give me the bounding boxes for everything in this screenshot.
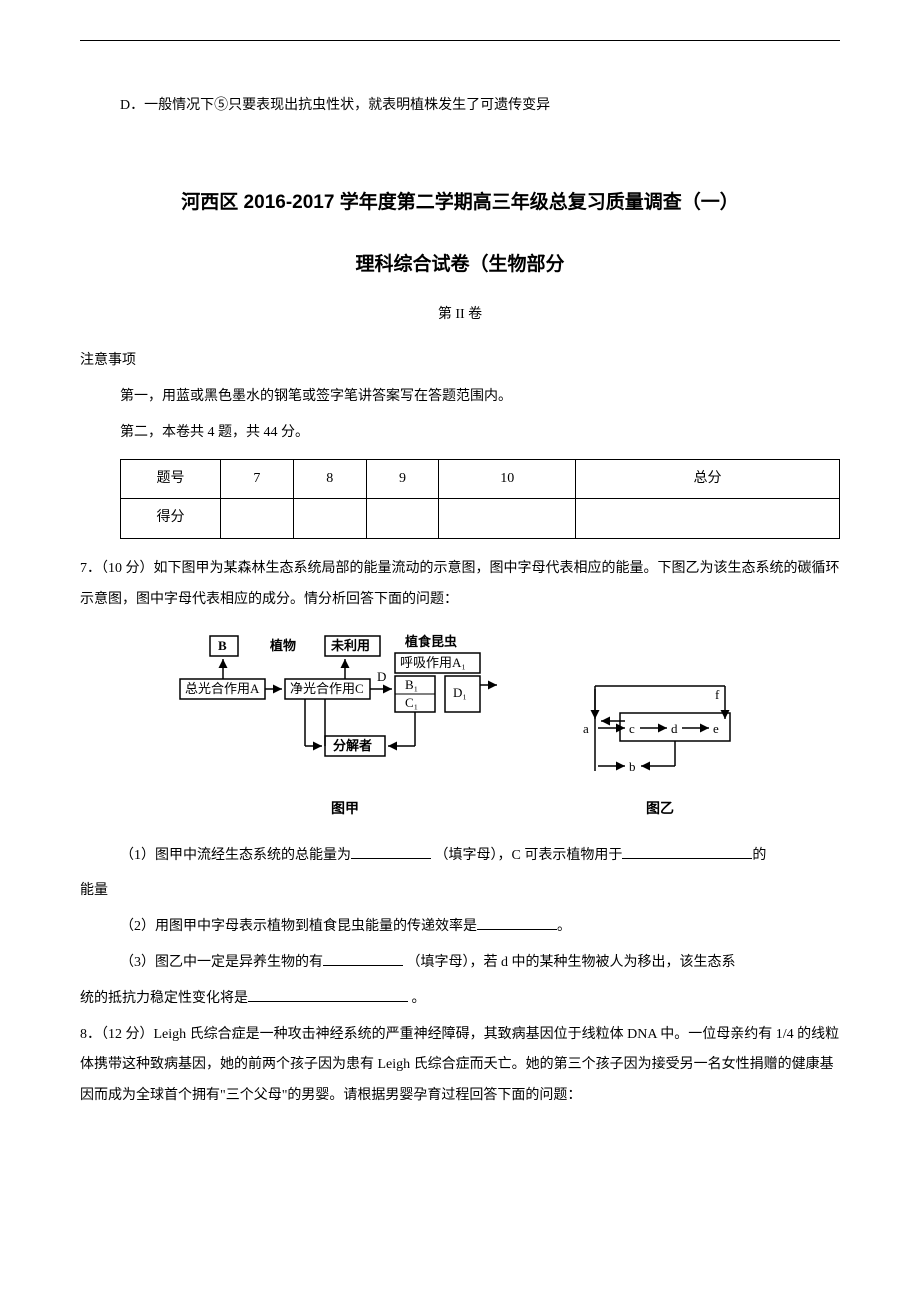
figure-jia: B 植物 未利用 植食昆虫 呼吸作用A₁ 总光合作用A 净光合作用C B₁ C₁ <box>175 631 515 826</box>
figure-jia-caption: 图甲 <box>331 795 359 826</box>
svg-text:f: f <box>715 687 720 702</box>
volume-label: 第 II 卷 <box>80 300 840 331</box>
table-cell: 7 <box>221 459 294 499</box>
q7-sub3: （3）图乙中一定是异养生物的有 （填字母），若 d 中的某种生物被人为移出，该生… <box>120 948 840 979</box>
page-title-main: 河西区 2016-2017 学年度第二学期高三年级总复习质量调查（一） <box>80 182 840 224</box>
notice-heading: 注意事项 <box>80 346 840 377</box>
svg-text:c: c <box>629 721 635 736</box>
text: （填字母），C 可表示植物用于 <box>435 848 623 863</box>
svg-text:呼吸作用A₁: 呼吸作用A₁ <box>400 655 466 670</box>
svg-text:分解者: 分解者 <box>333 738 372 753</box>
svg-text:未利用: 未利用 <box>330 638 370 653</box>
blank <box>622 845 752 859</box>
figure-yi-caption: 图乙 <box>646 795 674 826</box>
table-cell: 总分 <box>575 459 839 499</box>
table-cell: 10 <box>439 459 576 499</box>
option-d: D．一般情况下⑤只要表现出抗虫性状，就表明植株发生了可遗传变异 <box>120 91 840 122</box>
text: 。 <box>557 919 571 934</box>
table-cell <box>439 499 576 539</box>
blank <box>248 988 408 1002</box>
table-row: 得分 <box>121 499 840 539</box>
table-cell <box>293 499 366 539</box>
text: （填字母），若 d 中的某种生物被人为移出，该生态系 <box>407 955 736 970</box>
text: （2）用图甲中字母表示植物到植食昆虫能量的传递效率是 <box>120 919 477 934</box>
figures-row: B 植物 未利用 植食昆虫 呼吸作用A₁ 总光合作用A 净光合作用C B₁ C₁ <box>80 631 840 826</box>
blank <box>351 845 431 859</box>
table-row: 题号 7 8 9 10 总分 <box>121 459 840 499</box>
notice-line-2: 第二，本卷共 4 题，共 44 分。 <box>120 418 840 449</box>
svg-text:净光合作用C: 净光合作用C <box>290 681 364 696</box>
figure-yi: a f c d e b 图乙 <box>575 671 745 826</box>
notice-line-1: 第一，用蓝或黑色墨水的钢笔或签字笔讲答案写在答题范围内。 <box>120 382 840 413</box>
diagram-jia: B 植物 未利用 植食昆虫 呼吸作用A₁ 总光合作用A 净光合作用C B₁ C₁ <box>175 631 515 791</box>
score-table: 题号 7 8 9 10 总分 得分 <box>120 459 840 540</box>
svg-text:总光合作用A: 总光合作用A <box>185 681 260 696</box>
svg-text:d: d <box>671 721 678 736</box>
blank <box>477 916 557 930</box>
table-cell: 9 <box>366 459 439 499</box>
table-cell: 题号 <box>121 459 221 499</box>
table-cell: 8 <box>293 459 366 499</box>
page-title-sub: 理科综合试卷（生物部分 <box>80 244 840 286</box>
text: （1）图甲中流经生态系统的总能量为 <box>120 848 351 863</box>
q7-sub2: （2）用图甲中字母表示植物到植食昆虫能量的传递效率是 。 <box>120 912 840 943</box>
svg-text:D₁: D₁ <box>453 685 467 700</box>
q7-stem: 7．（10 分）如下图甲为某森林生态系统局部的能量流动的示意图，图中字母代表相应… <box>80 554 840 616</box>
table-cell <box>366 499 439 539</box>
svg-text:C₁: C₁ <box>405 695 418 710</box>
q8-stem: 8．（12 分）Leigh 氏综合症是一种攻击神经系统的严重神经障碍，其致病基因… <box>80 1020 840 1112</box>
diagram-yi: a f c d e b <box>575 671 745 791</box>
svg-text:植食昆虫: 植食昆虫 <box>404 634 457 649</box>
table-cell: 得分 <box>121 499 221 539</box>
svg-text:b: b <box>629 759 636 774</box>
svg-text:B₁: B₁ <box>405 677 418 692</box>
text: 统的抵抗力稳定性变化将是 <box>80 991 248 1006</box>
table-cell <box>575 499 839 539</box>
text: （3）图乙中一定是异养生物的有 <box>120 955 323 970</box>
q7-sub1: （1）图甲中流经生态系统的总能量为 （填字母），C 可表示植物用于 的 <box>120 841 840 872</box>
q7-sub1-cont: 能量 <box>80 876 840 907</box>
table-cell <box>221 499 294 539</box>
text: 的 <box>752 848 766 863</box>
text: 。 <box>412 991 426 1006</box>
svg-text:e: e <box>713 721 719 736</box>
svg-text:B: B <box>218 638 227 653</box>
svg-text:a: a <box>583 721 589 736</box>
blank <box>323 952 403 966</box>
svg-text:植物: 植物 <box>269 638 296 653</box>
q7-sub3-cont: 统的抵抗力稳定性变化将是 。 <box>80 984 840 1015</box>
svg-text:D: D <box>377 669 386 684</box>
